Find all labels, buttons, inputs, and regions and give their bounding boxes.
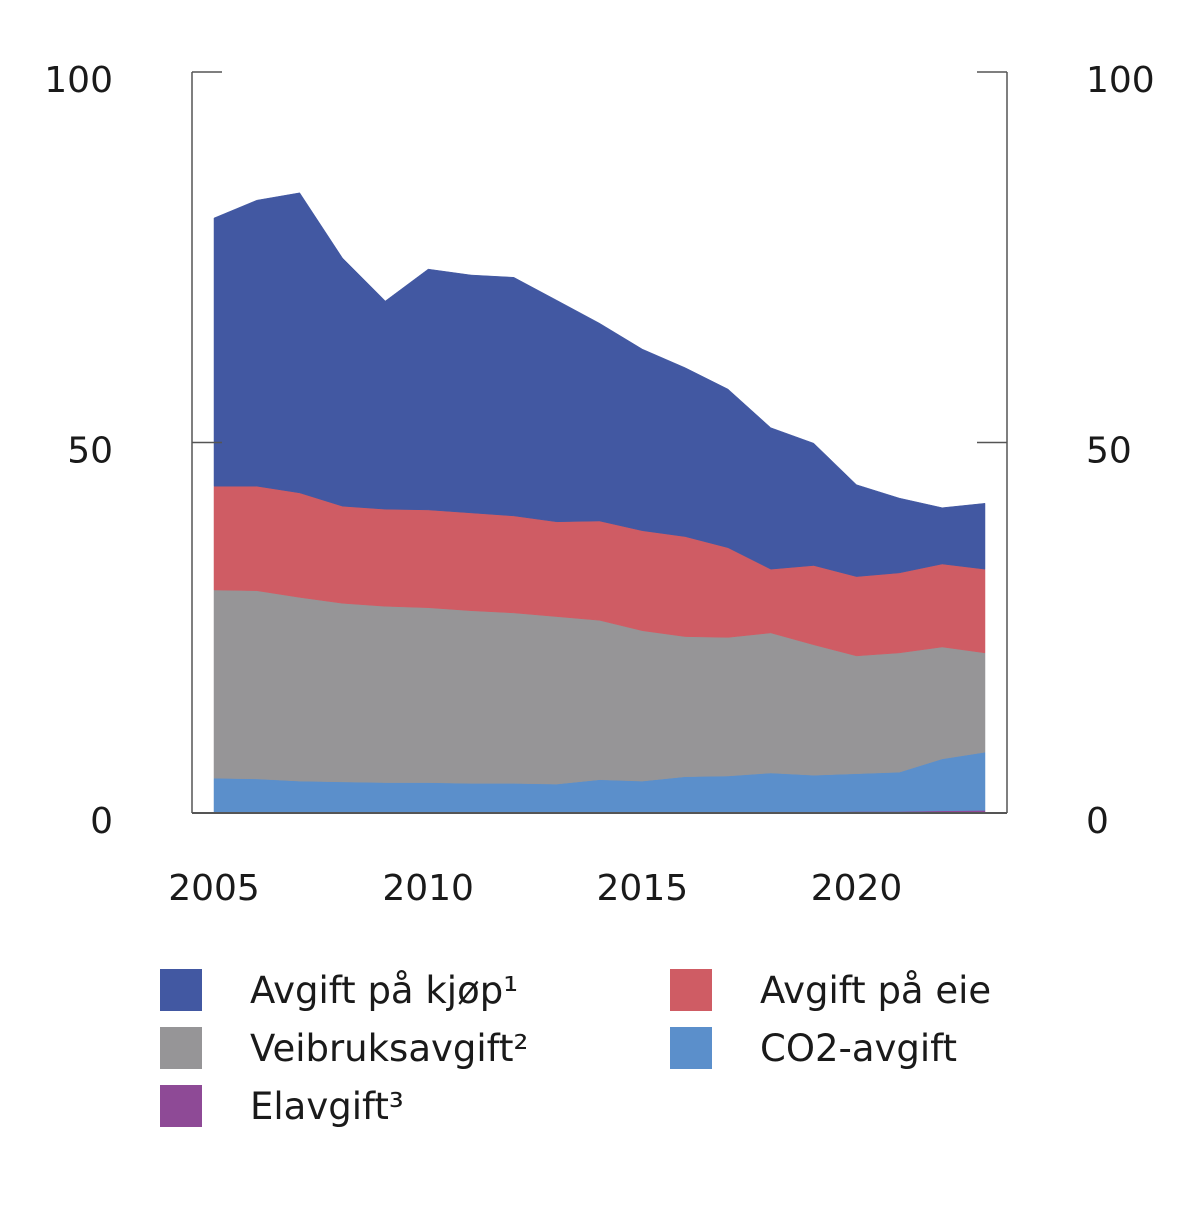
tick-group bbox=[192, 71, 1007, 444]
x-tick-label: 2020 bbox=[811, 868, 903, 909]
legend-label-elavgift: Elavgift³ bbox=[250, 1084, 404, 1128]
legend-swatch-avgift-pa-eie bbox=[670, 969, 712, 1011]
y-tick-label-left: 50 bbox=[67, 431, 113, 472]
legend-swatch-co2-avgift bbox=[670, 1027, 712, 1069]
y-tick-label-right: 50 bbox=[1086, 431, 1132, 472]
y-tick-label-right: 0 bbox=[1086, 801, 1109, 842]
legend-item-avgift-pa-eie: Avgift på eie bbox=[670, 968, 991, 1012]
legend-item-veibruksavgift: Veibruksavgift² bbox=[160, 1026, 528, 1070]
y-tick-label-left: 100 bbox=[44, 60, 113, 101]
legend-item-co2-avgift: CO2-avgift bbox=[670, 1026, 957, 1070]
x-tick-label: 2015 bbox=[597, 868, 689, 909]
legend-swatch-elavgift bbox=[160, 1085, 202, 1127]
legend-label-co2-avgift: CO2-avgift bbox=[760, 1026, 958, 1070]
legend-swatch-avgift-pa-kjop bbox=[160, 969, 202, 1011]
stacked-area-chart: 0 0 50 50 100 100 2005 2010 2015 2020 bbox=[44, 60, 1154, 909]
x-tick-label: 2005 bbox=[168, 868, 260, 909]
x-tick-label: 2010 bbox=[382, 868, 474, 909]
legend-label-veibruksavgift: Veibruksavgift² bbox=[250, 1026, 529, 1070]
legend-swatch-veibruksavgift bbox=[160, 1027, 202, 1069]
legend-item-elavgift: Elavgift³ bbox=[160, 1084, 404, 1128]
y-tick-label-left: 0 bbox=[90, 801, 113, 842]
area-series-group bbox=[213, 192, 986, 814]
tick-label-group: 0 0 50 50 100 100 2005 2010 2015 2020 bbox=[44, 60, 1154, 909]
y-tick-label-right: 100 bbox=[1086, 60, 1155, 101]
legend-item-avgift-pa-kjop: Avgift på kjøp¹ bbox=[160, 968, 518, 1012]
legend-label-avgift-pa-kjop: Avgift på kjøp¹ bbox=[250, 968, 519, 1012]
area-avgift-pa-kjop bbox=[213, 192, 986, 577]
legend-label-avgift-pa-eie: Avgift på eie bbox=[760, 968, 992, 1012]
